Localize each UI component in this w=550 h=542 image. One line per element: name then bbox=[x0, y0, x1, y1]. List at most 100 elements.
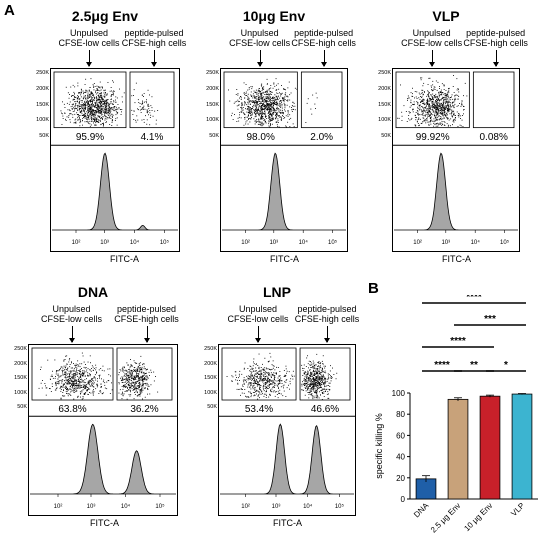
y-tick-label: 50K bbox=[207, 404, 217, 411]
gate-arrow bbox=[151, 50, 157, 67]
flow-panel: 2.5μg Env Unpulsed CFSE-low cells peptide-p… bbox=[30, 4, 186, 274]
y-tick-label: 250K bbox=[378, 70, 391, 76]
fitc-histogram bbox=[220, 423, 354, 495]
x-tick-label: 10² bbox=[54, 504, 63, 510]
x-tick-label: 10² bbox=[413, 240, 422, 246]
scatter-dots bbox=[397, 75, 468, 127]
gate-arrow bbox=[256, 50, 263, 67]
scatter-dots bbox=[60, 78, 159, 127]
x-axis-label: FITC-A bbox=[110, 254, 139, 264]
scatter-y-ticks: 250K 200K 150K 100K 50K bbox=[30, 68, 49, 145]
flow-panel: DNA Unpulsed CFSE-low cells peptide-pulsed C… bbox=[8, 280, 179, 538]
pct-cfse-low: 95.9% bbox=[75, 131, 105, 143]
x-tick-label: 10⁴ bbox=[303, 503, 313, 510]
pct-cfse-high: 46.6% bbox=[310, 404, 340, 415]
significance-label: **** bbox=[434, 360, 450, 371]
y-tick-label: 200K bbox=[36, 85, 49, 92]
pct-cfse-high: 4.1% bbox=[140, 131, 164, 143]
x-tick-label: 10⁴ bbox=[471, 239, 481, 246]
gate-unpulsed bbox=[31, 347, 114, 401]
y-tick-label: 100K bbox=[14, 389, 27, 396]
y-tick-label: 50K bbox=[209, 133, 219, 140]
flow-panel: LNP Unpulsed CFSE-low cells peptide-pulsed C… bbox=[198, 280, 359, 538]
gate-label-peptide-pulsed: peptide-pulsed CFSE-high cells bbox=[463, 28, 528, 48]
gate-label-peptide-pulsed: peptide-pulsed CFSE-high cells bbox=[121, 28, 187, 48]
gate-label-unpulsed: Unpulsed CFSE-low cells bbox=[229, 28, 291, 48]
x-tick-label: 10⁴ bbox=[130, 239, 140, 246]
flow-plot-frame: 10² 10³ 10⁴ 10⁵ bbox=[28, 344, 178, 516]
scatter-y-ticks: 250K 200K 150K 100K 50K bbox=[8, 344, 27, 416]
pct-cfse-low: 98.0% bbox=[246, 131, 275, 143]
y-tick-label: 0 bbox=[401, 495, 406, 504]
fitc-histogram bbox=[394, 152, 518, 231]
panel-b-label: B bbox=[368, 280, 379, 297]
y-tick-label: 150K bbox=[204, 375, 217, 382]
flow-panel-title: 2.5μg Env bbox=[71, 8, 139, 24]
y-tick-label: 100 bbox=[392, 389, 406, 398]
flow-plot-frame: 10² 10³ 10⁴ 10⁵ bbox=[50, 68, 180, 252]
x-tick-label: 10⁵ bbox=[328, 239, 338, 246]
scatter-dots bbox=[226, 352, 338, 400]
x-tick-label: 10⁵ bbox=[335, 503, 345, 510]
y-tick-label: 50K bbox=[381, 133, 391, 140]
gate-unpulsed bbox=[223, 71, 298, 129]
scatter-y-ticks: 250K 200K 150K 100K 50K bbox=[372, 68, 391, 145]
x-tick-label: 10⁴ bbox=[299, 239, 309, 246]
x-tick-label: 10³ bbox=[441, 240, 450, 246]
x-axis-label: FITC-A bbox=[270, 254, 299, 264]
significance-label: *** bbox=[484, 314, 496, 325]
y-tick-label: 20 bbox=[396, 474, 405, 483]
gate-arrow bbox=[143, 326, 150, 343]
x-tick-label: 10³ bbox=[272, 504, 281, 510]
category-label: DNA bbox=[412, 501, 431, 520]
x-axis-label: FITC-A bbox=[90, 518, 119, 528]
y-tick-label: 150K bbox=[378, 101, 391, 108]
pct-cfse-low: 99.92% bbox=[415, 131, 450, 143]
bar bbox=[479, 395, 501, 500]
y-tick-label: 60 bbox=[396, 431, 405, 440]
y-tick-label: 100K bbox=[206, 117, 219, 124]
scatter-y-ticks: 250K 200K 150K 100K 50K bbox=[198, 344, 217, 416]
y-tick-label: 250K bbox=[204, 346, 217, 352]
gate-label-unpulsed: Unpulsed CFSE-low cells bbox=[227, 304, 289, 324]
gate-arrow bbox=[492, 50, 499, 67]
y-tick-label: 250K bbox=[14, 346, 27, 352]
category-label: VLP bbox=[509, 501, 526, 518]
x-tick-label: 10³ bbox=[269, 240, 278, 246]
y-tick-label: 250K bbox=[206, 70, 219, 76]
flow-panel-title: DNA bbox=[77, 284, 109, 300]
scatter-dots bbox=[228, 78, 318, 128]
fitc-histogram bbox=[30, 423, 176, 495]
y-tick-label: 50K bbox=[39, 133, 49, 140]
plot-border bbox=[50, 68, 180, 252]
scatter-y-ticks: 250K 200K 150K 100K 50K bbox=[200, 68, 219, 145]
y-tick-label: 50K bbox=[17, 404, 27, 411]
flow-panel-title: LNP bbox=[263, 284, 291, 300]
y-tick-label: 150K bbox=[14, 375, 27, 382]
y-tick-label: 100K bbox=[36, 117, 49, 124]
pct-cfse-high: 2.0% bbox=[310, 131, 334, 143]
y-tick-label: 200K bbox=[204, 360, 217, 367]
significance-label: ** bbox=[470, 360, 478, 371]
x-tick-label: 10⁵ bbox=[500, 239, 510, 246]
y-tick-label: 80 bbox=[396, 410, 405, 419]
fitc-histogram bbox=[52, 152, 178, 231]
category-label: 10 μg Env bbox=[462, 501, 494, 533]
flow-panel-title: 10μg Env bbox=[242, 8, 306, 24]
flow-panel: VLP Unpulsed CFSE-low cells peptide-pulsed C… bbox=[372, 4, 528, 274]
y-tick-label: 150K bbox=[36, 101, 49, 108]
x-tick-label: 10³ bbox=[100, 240, 109, 246]
y-tick-label: 150K bbox=[206, 101, 219, 108]
gate-arrow bbox=[68, 326, 75, 343]
x-tick-label: 10⁵ bbox=[155, 503, 165, 510]
bar bbox=[447, 398, 469, 500]
gate-peptide-pulsed bbox=[300, 71, 343, 129]
x-tick-label: 10² bbox=[72, 240, 81, 246]
gate-arrow bbox=[86, 50, 92, 67]
y-tick-label: 200K bbox=[378, 85, 391, 92]
flow-panel-title: VLP bbox=[432, 8, 460, 24]
pct-cfse-high: 36.2% bbox=[130, 404, 159, 415]
gate-arrow bbox=[320, 50, 327, 67]
category-label: 2.5 μg Env bbox=[429, 501, 463, 535]
significance-label: * bbox=[504, 360, 508, 371]
